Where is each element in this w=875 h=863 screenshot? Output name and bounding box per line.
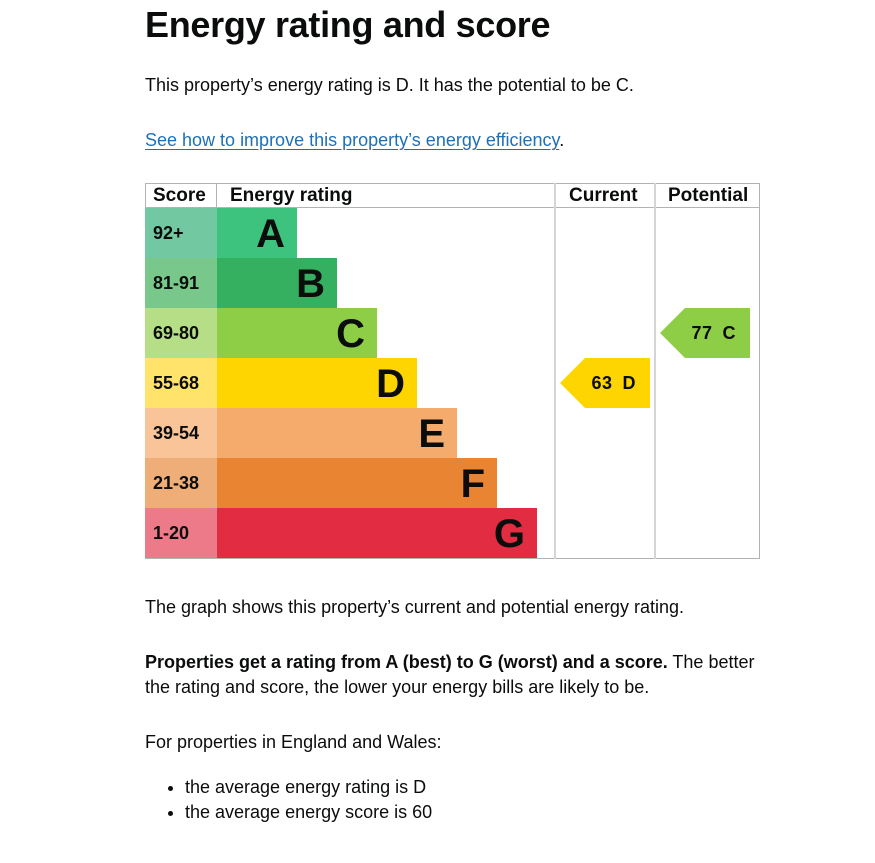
improve-paragraph: See how to improve this property’s energ…: [145, 128, 564, 153]
page-title: Energy rating and score: [145, 4, 551, 45]
band-letter-f: F: [460, 462, 485, 506]
improve-efficiency-link[interactable]: See how to improve this property’s energ…: [145, 130, 560, 150]
header-current: Current: [569, 185, 638, 206]
band-letter-e: E: [418, 412, 445, 456]
ratings-explanation-bold: Properties get a rating from A (best) to…: [145, 652, 668, 672]
ratings-explanation: Properties get a rating from A (best) to…: [145, 650, 765, 700]
band-bar-d: D: [217, 358, 417, 408]
band-bar-f: F: [217, 458, 497, 508]
band-score-a: 92+: [145, 208, 217, 258]
band-bar-c: C: [217, 308, 377, 358]
improve-link-suffix: .: [559, 130, 565, 150]
potential-column-divider: [654, 183, 656, 559]
potential-letter: C: [722, 323, 736, 343]
current-rating-arrow: 63 D: [560, 358, 650, 408]
list-item: the average energy rating is D: [185, 775, 432, 800]
current-column-divider: [554, 183, 556, 559]
graph-caption: The graph shows this property’s current …: [145, 597, 684, 617]
band-score-f: 21-38: [145, 458, 217, 508]
band-bar-b: B: [217, 258, 337, 308]
band-score-b: 81-91: [145, 258, 217, 308]
band-bar-e: E: [217, 408, 457, 458]
potential-rating-arrow: 77 C: [660, 308, 750, 358]
band-score-e: 39-54: [145, 408, 217, 458]
potential-arrow-shape: [660, 308, 750, 358]
header-score: Score: [153, 185, 206, 206]
band-letter-a: A: [256, 212, 285, 256]
band-bar-a: A: [217, 208, 297, 258]
band-letter-b: B: [296, 262, 325, 306]
current-rating-label: 63 D: [591, 358, 636, 408]
current-arrow-shape: [560, 358, 650, 408]
header-energy-rating: Energy rating: [230, 185, 353, 206]
header-potential: Potential: [668, 185, 749, 206]
current-letter: D: [622, 373, 636, 393]
band-score-d: 55-68: [145, 358, 217, 408]
list-item: the average energy score is 60: [185, 800, 432, 825]
band-score-c: 69-80: [145, 308, 217, 358]
band-score-g: 1-20: [145, 508, 217, 558]
band-letter-c: C: [336, 312, 365, 356]
energy-rating-graph: Score Energy rating Current Potential 92…: [145, 183, 760, 559]
rating-intro: This property’s energy rating is D. It h…: [145, 75, 634, 95]
ratings-explanation-rest: The better the rating and score, the low…: [145, 652, 755, 697]
potential-rating-label: 77 C: [691, 308, 736, 358]
band-bar-g: G: [217, 508, 537, 558]
region-intro: For properties in England and Wales:: [145, 732, 442, 752]
averages-list: the average energy rating is D the avera…: [145, 775, 432, 825]
band-letter-g: G: [493, 512, 525, 556]
potential-score: 77: [691, 323, 713, 343]
header-divider: [145, 207, 760, 208]
current-score: 63: [591, 373, 613, 393]
band-letter-d: D: [376, 362, 405, 406]
